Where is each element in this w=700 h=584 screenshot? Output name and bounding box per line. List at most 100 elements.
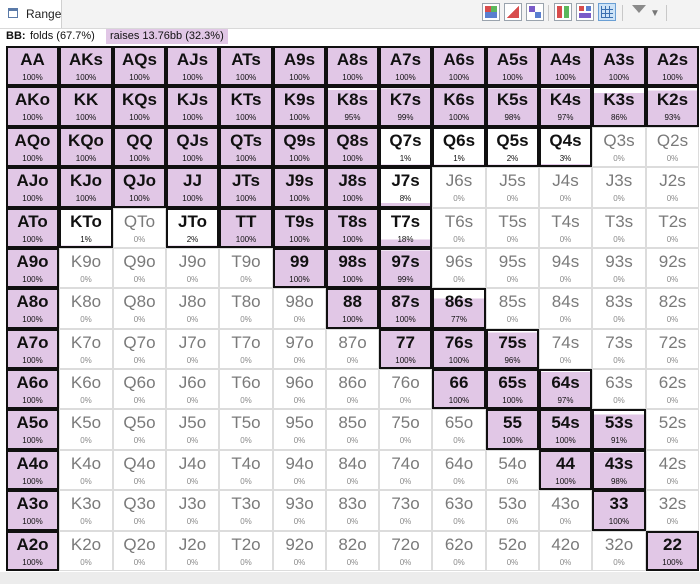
hand-cell[interactable]: Q6s 1% [432,127,486,167]
hand-cell[interactable]: T3o 0% [219,490,273,531]
hand-cell[interactable]: K8o 0% [59,288,113,329]
hand-cell[interactable]: 62o 0% [432,531,486,571]
hand-cell[interactable]: Q2o 0% [113,531,166,571]
hand-cell[interactable]: 87s 100% [379,288,432,329]
hand-cell[interactable]: Q3s 0% [592,127,646,167]
hand-cell[interactable]: 94o 0% [273,450,326,490]
hand-cell[interactable]: Q9s 100% [273,127,326,167]
hand-cell[interactable]: A4s 100% [539,46,592,86]
hand-cell[interactable]: 64o 0% [432,450,486,490]
hand-cell[interactable]: 74o 0% [379,450,432,490]
hand-cell[interactable]: Q5s 2% [486,127,539,167]
hand-cell[interactable]: 33 100% [592,490,646,531]
hand-cell[interactable]: QJo 100% [113,167,166,208]
hand-cell[interactable]: A6o 100% [6,369,59,409]
hand-cell[interactable]: 75s 96% [486,329,539,369]
hand-cell[interactable]: 82s 0% [646,288,699,329]
grid-view-icon[interactable] [598,3,616,21]
hand-cell[interactable]: 94s 0% [539,248,592,288]
hand-cell[interactable]: AKs 100% [59,46,113,86]
hand-cell[interactable]: 87o 0% [326,329,379,369]
hand-cell[interactable]: J7s 8% [379,167,432,208]
horizontal-scrollbar[interactable] [0,572,700,584]
hand-cell[interactable]: 84s 0% [539,288,592,329]
hand-cell[interactable]: 54s 100% [539,409,592,450]
hand-cell[interactable]: J6s 0% [432,167,486,208]
hand-cell[interactable]: A8o 100% [6,288,59,329]
hand-cell[interactable]: 54o 0% [486,450,539,490]
hand-cell[interactable]: K9o 0% [59,248,113,288]
hand-cell[interactable]: A8s 100% [326,46,379,86]
hand-cell[interactable]: 92o 0% [273,531,326,571]
hand-cell[interactable]: Q7o 0% [113,329,166,369]
hand-cell[interactable]: KQo 100% [59,127,113,167]
hand-cell[interactable]: QTs 100% [219,127,273,167]
filter-icon[interactable] [632,5,646,13]
hand-cell[interactable]: QJs 100% [166,127,219,167]
hand-cell[interactable]: Q4s 3% [539,127,592,167]
hand-cell[interactable]: K5o 0% [59,409,113,450]
hand-cell[interactable]: TT 100% [219,208,273,248]
hand-cell[interactable]: K4s 97% [539,86,592,127]
hand-cell[interactable]: 73o 0% [379,490,432,531]
hand-cell[interactable]: K2s 93% [646,86,699,127]
hand-cell[interactable]: 82o 0% [326,531,379,571]
hand-cell[interactable]: J7o 0% [166,329,219,369]
hand-cell[interactable]: J9o 0% [166,248,219,288]
hand-cell[interactable]: 88 100% [326,288,379,329]
hand-cell[interactable]: 53s 91% [592,409,646,450]
hand-cell[interactable]: 72s 0% [646,329,699,369]
hand-cell[interactable]: AQo 100% [6,127,59,167]
hand-cell[interactable]: 86o 0% [326,369,379,409]
hand-cell[interactable]: AJo 100% [6,167,59,208]
hand-cell[interactable]: KJs 100% [166,86,219,127]
hand-cell[interactable]: 84o 0% [326,450,379,490]
hand-cell[interactable]: KJo 100% [59,167,113,208]
hand-cell[interactable]: 44 100% [539,450,592,490]
hand-cell[interactable]: K6s 100% [432,86,486,127]
hand-cell[interactable]: 22 100% [646,531,699,571]
hand-cell[interactable]: JTs 100% [219,167,273,208]
hand-cell[interactable]: J5s 0% [486,167,539,208]
hand-cell[interactable]: J8s 100% [326,167,379,208]
hand-cell[interactable]: K7s 99% [379,86,432,127]
hand-cell[interactable]: AQs 100% [113,46,166,86]
hand-cell[interactable]: J4s 0% [539,167,592,208]
hand-cell[interactable]: A3o 100% [6,490,59,531]
hand-cell[interactable]: A9s 100% [273,46,326,86]
hand-cell[interactable]: Q8s 100% [326,127,379,167]
hand-cell[interactable]: 96s 0% [432,248,486,288]
hand-cell[interactable]: 76s 100% [432,329,486,369]
hand-cell[interactable]: KTo 1% [59,208,113,248]
hand-cell[interactable]: QTo 0% [113,208,166,248]
hand-cell[interactable]: K2o 0% [59,531,113,571]
hand-cell[interactable]: AA 100% [6,46,59,86]
hand-cell[interactable]: 99 100% [273,248,326,288]
hand-cell[interactable]: T4o 0% [219,450,273,490]
hand-cell[interactable]: J3s 0% [592,167,646,208]
hand-cell[interactable]: 72o 0% [379,531,432,571]
hand-cell[interactable]: 95o 0% [273,409,326,450]
hand-cell[interactable]: 85o 0% [326,409,379,450]
hand-cell[interactable]: T5o 0% [219,409,273,450]
hand-cell[interactable]: ATo 100% [6,208,59,248]
layout-view-2-icon[interactable] [576,3,594,21]
hand-cell[interactable]: 73s 0% [592,329,646,369]
hand-cell[interactable]: J9s 100% [273,167,326,208]
hand-cell[interactable]: 76o 0% [379,369,432,409]
hand-cell[interactable]: 63o 0% [432,490,486,531]
hand-cell[interactable]: 97o 0% [273,329,326,369]
hand-cell[interactable]: 55 100% [486,409,539,450]
hand-cell[interactable]: T7o 0% [219,329,273,369]
hand-cell[interactable]: 32o 0% [592,531,646,571]
hand-cell[interactable]: 98s 100% [326,248,379,288]
hand-cell[interactable]: 43s 98% [592,450,646,490]
hand-cell[interactable]: A5o 100% [6,409,59,450]
hand-cell[interactable]: A3s 100% [592,46,646,86]
hand-cell[interactable]: 42o 0% [539,531,592,571]
hand-cell[interactable]: JJ 100% [166,167,219,208]
hand-cell[interactable]: T2s 0% [646,208,699,248]
hand-cell[interactable]: J2o 0% [166,531,219,571]
hand-cell[interactable]: 64s 97% [539,369,592,409]
hand-cell[interactable]: 43o 0% [539,490,592,531]
